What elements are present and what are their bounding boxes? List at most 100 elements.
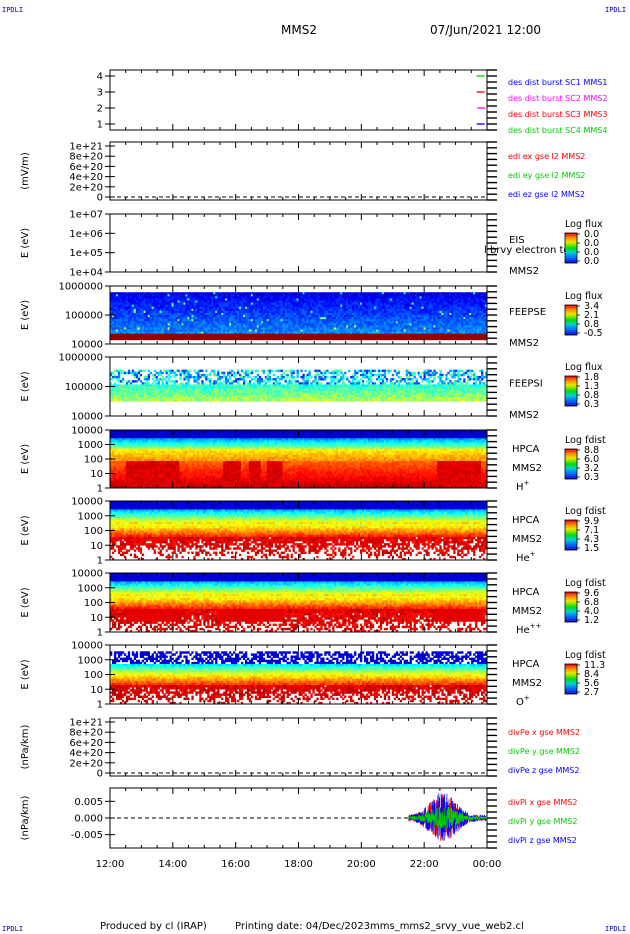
heatmap-cell [483, 298, 486, 301]
heatmap-cell [483, 317, 486, 320]
heatmap-cell [415, 337, 418, 341]
heatmap-cell [110, 337, 113, 341]
heatmap-cell [151, 304, 154, 308]
heatmap-cell [332, 304, 335, 308]
heatmap-cell [425, 302, 428, 305]
heatmap-cell [306, 306, 309, 310]
heatmap-cell [383, 306, 387, 310]
heatmap-cell [445, 325, 448, 328]
heatmap-cell [330, 327, 333, 330]
heatmap-cell [127, 337, 131, 341]
heatmap-cell [411, 296, 414, 299]
heatmap-cell [369, 337, 373, 341]
heatmap-cell [391, 329, 395, 332]
heatmap-cell [266, 335, 270, 339]
heatmap-cell [256, 312, 260, 316]
heatmap-cell [131, 308, 135, 312]
heatmap-cell [177, 329, 180, 332]
heatmap-cell [377, 302, 381, 305]
heatmap-cell [286, 292, 289, 295]
heatmap-cell [427, 331, 430, 334]
heatmap-cell [431, 321, 434, 324]
heatmap-cell [137, 390, 141, 394]
heatmap-cell [113, 292, 117, 295]
heatmap-cell [266, 331, 270, 334]
heatmap-cell [179, 292, 182, 295]
heatmap-cell [115, 369, 119, 373]
heatmap-cell [352, 292, 355, 295]
heatmap-cell [389, 308, 393, 312]
heatmap-cell [457, 323, 460, 326]
edi-e-ytick-label: 1e+21 [69, 142, 103, 153]
heatmap-cell [229, 335, 232, 339]
heatmap-cell [199, 317, 202, 320]
heatmap-cell [433, 317, 436, 320]
heatmap-cell [179, 333, 182, 337]
heatmap-cell [375, 300, 379, 303]
heatmap-cell [363, 315, 367, 318]
heatmap-cell [121, 306, 125, 310]
heatmap-cell [250, 296, 254, 299]
heatmap-cell [183, 294, 186, 297]
heatmap-cell [219, 312, 222, 316]
heatmap-cell [163, 304, 166, 308]
heatmap-cell [235, 302, 238, 305]
heatmap-cell [397, 337, 400, 341]
heatmap-cell [197, 306, 200, 310]
heatmap-cell [110, 302, 113, 305]
heatmap-cell [270, 308, 274, 312]
heatmap-cell [375, 335, 379, 339]
heatmap-cell [346, 306, 349, 310]
heatmap-cell [340, 298, 343, 301]
heatmap-cell [320, 327, 323, 330]
heatmap-cell [143, 331, 147, 334]
heatmap-cell [159, 323, 162, 326]
heatmap-cell [227, 294, 230, 297]
heatmap-cell [330, 335, 333, 339]
heatmap-cell [399, 298, 402, 301]
heatmap-cell [358, 333, 361, 337]
legend-entry: des dist burst SC1 MMS1 [508, 78, 607, 87]
heatmap-cell [352, 323, 355, 326]
heatmap-cell [137, 371, 141, 375]
heatmap-cell [155, 296, 158, 299]
heatmap-cell [286, 317, 289, 320]
heatmap-cell [123, 321, 127, 324]
heatmap-cell [328, 333, 331, 337]
heatmap-cell [465, 337, 468, 341]
heatmap-cell [322, 317, 325, 320]
heatmap-cell [302, 296, 305, 299]
heatmap-cell [139, 319, 143, 322]
heatmap-cell [268, 300, 272, 303]
heatmap-cell [328, 304, 331, 308]
heatmap-cell [387, 306, 391, 310]
heatmap-cell [139, 298, 143, 301]
heatmap-cell [157, 331, 160, 334]
heatmap-cell [365, 331, 369, 334]
heatmap-cell [173, 315, 176, 318]
heatmap-cell [437, 333, 440, 337]
heatmap-cell [141, 327, 145, 330]
heatmap-cell [233, 312, 236, 316]
heatmap-cell [417, 310, 420, 314]
heatmap-cell [447, 315, 450, 318]
heatmap-cell [465, 319, 468, 322]
heatmap-cell [240, 296, 244, 299]
heatmap-cell [417, 317, 420, 320]
heatmap-cell [290, 296, 293, 299]
heatmap-cell [235, 304, 238, 308]
heatmap-cell [443, 304, 446, 308]
heatmap-cell [139, 386, 143, 389]
heatmap-cell [129, 298, 133, 301]
heatmap-cell [123, 331, 127, 334]
heatmap-cell [397, 321, 400, 324]
heatmap-cell [328, 323, 331, 326]
heatmap-cell [485, 292, 488, 295]
heatmap-cell [262, 317, 266, 320]
heatmap-cell [419, 337, 422, 341]
heatmap-cell [399, 300, 402, 303]
heatmap-cell [441, 319, 444, 322]
heatmap-cell [475, 312, 478, 316]
heatmap-cell [113, 333, 117, 337]
heatmap-cell [157, 304, 160, 308]
